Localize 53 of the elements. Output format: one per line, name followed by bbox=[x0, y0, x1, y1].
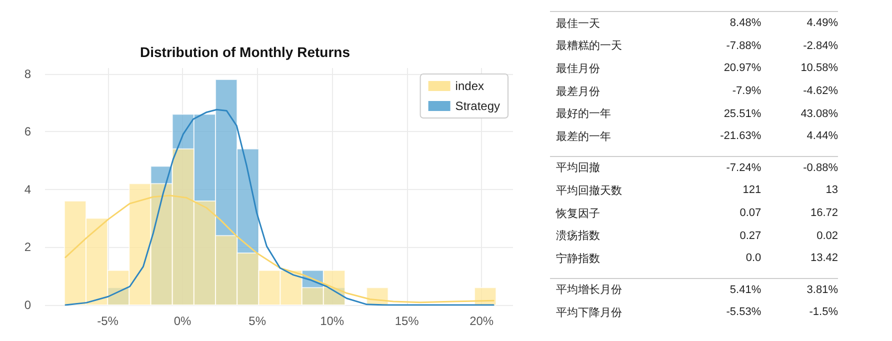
text: -5.53% bbox=[725, 305, 762, 320]
text: -4.62% bbox=[802, 84, 838, 100]
x-tick-label: 10% bbox=[320, 314, 344, 328]
text: 25.51% bbox=[722, 106, 762, 122]
text: -2.84% bbox=[802, 38, 838, 54]
legend-label: Strategy bbox=[455, 99, 500, 113]
text: 平均下降月份 bbox=[555, 306, 623, 321]
text: 20.97% bbox=[722, 61, 762, 76]
text: -0.88% bbox=[761, 156, 838, 180]
y-tick-label: 2 bbox=[24, 240, 32, 254]
y-tick-label: 0 bbox=[24, 298, 32, 312]
x-tick-label: 15% bbox=[394, 314, 420, 328]
text: 最差的一年 bbox=[555, 130, 612, 145]
text: 最差月份 bbox=[555, 84, 601, 100]
text: -7.24% bbox=[678, 156, 762, 180]
text: 16.72 bbox=[809, 206, 838, 222]
text: 4.49% bbox=[761, 12, 838, 35]
text: 宁静指数 bbox=[555, 252, 601, 267]
x-tick-label: 0% bbox=[174, 314, 192, 328]
text: -7.9% bbox=[731, 84, 762, 100]
text: 121 bbox=[742, 183, 762, 198]
text: 最糟糕的一天 bbox=[555, 39, 623, 54]
text: 3.81% bbox=[761, 278, 838, 302]
text: 平均回撤天数 bbox=[555, 184, 623, 199]
text: 恢复因子 bbox=[554, 206, 601, 222]
y-tick-label: 8 bbox=[24, 66, 32, 81]
x-tick-label: -5% bbox=[97, 314, 119, 328]
text: 0.27 bbox=[738, 228, 762, 244]
text: 10.58% bbox=[800, 61, 838, 76]
text: 最好的一年 bbox=[555, 107, 612, 122]
text: 0.0 bbox=[744, 251, 762, 266]
text: 13.42 bbox=[809, 251, 838, 266]
legend-label: index bbox=[455, 79, 484, 93]
text: 平均增长月份 bbox=[550, 278, 678, 302]
text: 最佳月份 bbox=[555, 62, 601, 77]
text: 5.41% bbox=[678, 278, 762, 302]
text: -1.5% bbox=[808, 305, 838, 320]
x-tick-label: 5% bbox=[248, 314, 266, 328]
text: -7.88% bbox=[725, 38, 762, 54]
text: 0.02 bbox=[816, 228, 838, 244]
chart-title: Distribution of Monthly Returns bbox=[140, 44, 350, 60]
text: -21.63% bbox=[719, 129, 762, 144]
y-tick-label: 6 bbox=[24, 124, 32, 139]
x-tick-label: 20% bbox=[470, 314, 494, 328]
text: 13 bbox=[824, 183, 838, 198]
text: 4.44% bbox=[806, 129, 838, 144]
text: 最佳一天 bbox=[550, 12, 678, 35]
y-tick-label: 4 bbox=[24, 182, 32, 196]
text: 8.48% bbox=[678, 12, 762, 35]
text: 溃疡指数 bbox=[555, 229, 601, 244]
text: 平均回撤 bbox=[550, 156, 678, 180]
text: 0.07 bbox=[738, 206, 762, 222]
text: 43.08% bbox=[800, 106, 838, 122]
